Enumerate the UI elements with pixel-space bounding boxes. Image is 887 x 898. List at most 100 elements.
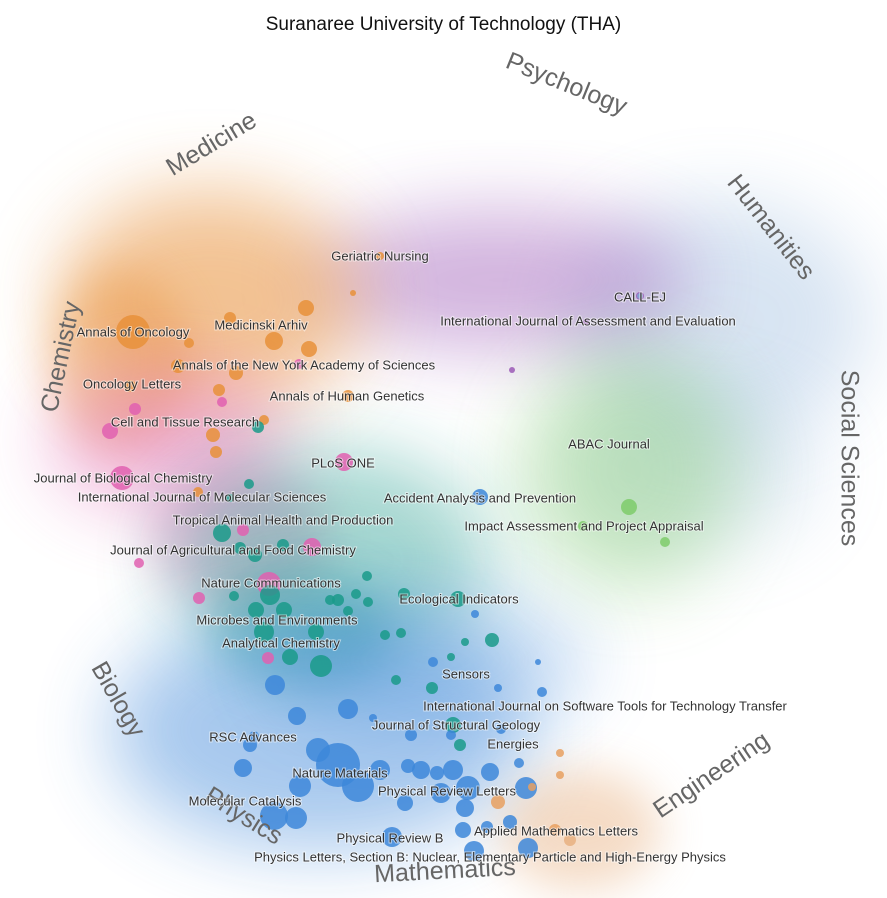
journal-bubble[interactable] bbox=[213, 384, 225, 396]
journal-label[interactable]: PLoS ONE bbox=[310, 454, 376, 471]
journal-bubble[interactable] bbox=[491, 795, 505, 809]
journal-bubble[interactable] bbox=[556, 771, 564, 779]
journal-label[interactable]: Physics Letters, Section B: Nuclear, Ele… bbox=[253, 848, 727, 865]
journal-label[interactable]: Annals of Human Genetics bbox=[269, 387, 426, 404]
journal-label[interactable]: Microbes and Environments bbox=[195, 611, 359, 628]
journal-bubble[interactable] bbox=[298, 300, 314, 316]
journal-bubble[interactable] bbox=[396, 628, 406, 638]
journal-bubble[interactable] bbox=[430, 766, 444, 780]
journal-bubble[interactable] bbox=[426, 682, 438, 694]
journal-label[interactable]: Nature Materials bbox=[291, 764, 389, 781]
journal-bubble[interactable] bbox=[226, 494, 234, 502]
journal-bubble[interactable] bbox=[294, 359, 304, 369]
journal-bubble[interactable] bbox=[509, 367, 515, 373]
journal-bubble[interactable] bbox=[450, 591, 466, 607]
journal-bubble[interactable] bbox=[244, 479, 254, 489]
journal-bubble[interactable] bbox=[217, 397, 227, 407]
journal-bubble[interactable] bbox=[578, 521, 588, 531]
journal-label[interactable]: Energies bbox=[486, 735, 540, 752]
journal-bubble[interactable] bbox=[564, 834, 576, 846]
journal-bubble[interactable] bbox=[431, 783, 451, 803]
journal-label[interactable]: Cell and Tissue Research bbox=[110, 413, 260, 430]
journal-bubble[interactable] bbox=[260, 802, 288, 830]
journal-label[interactable]: Analytical Chemistry bbox=[221, 634, 341, 651]
journal-label[interactable]: Medicinski Arhiv bbox=[213, 316, 309, 333]
journal-bubble[interactable] bbox=[193, 487, 203, 497]
journal-bubble[interactable] bbox=[102, 423, 118, 439]
journal-label[interactable]: Geriatric Nursing bbox=[330, 247, 430, 264]
journal-bubble[interactable] bbox=[301, 341, 317, 357]
journal-bubble[interactable] bbox=[265, 332, 283, 350]
journal-bubble[interactable] bbox=[210, 446, 222, 458]
journal-label[interactable]: Ecological Indicators bbox=[398, 590, 520, 607]
journal-bubble[interactable] bbox=[243, 738, 257, 752]
journal-bubble[interactable] bbox=[229, 366, 243, 380]
journal-bubble[interactable] bbox=[254, 622, 274, 642]
journal-bubble[interactable] bbox=[464, 841, 484, 861]
journal-bubble[interactable] bbox=[369, 714, 377, 722]
journal-bubble[interactable] bbox=[351, 589, 361, 599]
journal-bubble[interactable] bbox=[262, 652, 274, 664]
journal-bubble[interactable] bbox=[288, 707, 306, 725]
journal-label[interactable]: RSC Advances bbox=[208, 728, 298, 745]
journal-bubble[interactable] bbox=[494, 684, 502, 692]
journal-bubble[interactable] bbox=[621, 499, 637, 515]
journal-bubble[interactable] bbox=[332, 594, 344, 606]
journal-label[interactable]: Journal of Biological Chemistry bbox=[33, 469, 214, 486]
journal-bubble[interactable] bbox=[405, 729, 417, 741]
journal-bubble[interactable] bbox=[342, 770, 374, 802]
journal-bubble[interactable] bbox=[310, 655, 332, 677]
journal-bubble[interactable] bbox=[398, 588, 410, 600]
journal-bubble[interactable] bbox=[184, 338, 194, 348]
journal-bubble[interactable] bbox=[206, 428, 220, 442]
journal-bubble[interactable] bbox=[445, 717, 461, 733]
journal-bubble[interactable] bbox=[338, 699, 358, 719]
journal-bubble[interactable] bbox=[485, 633, 499, 647]
journal-bubble[interactable] bbox=[447, 653, 455, 661]
journal-label[interactable]: Accident Analysis and Prevention bbox=[383, 489, 577, 506]
journal-label[interactable]: Tropical Animal Health and Production bbox=[172, 511, 395, 528]
journal-bubble[interactable] bbox=[213, 524, 231, 542]
journal-bubble[interactable] bbox=[234, 759, 252, 777]
journal-bubble[interactable] bbox=[276, 602, 292, 618]
journal-bubble[interactable] bbox=[335, 453, 353, 471]
journal-label[interactable]: Applied Mathematics Letters bbox=[473, 822, 640, 839]
journal-bubble[interactable] bbox=[249, 731, 259, 741]
journal-bubble[interactable] bbox=[481, 821, 493, 833]
journal-bubble[interactable] bbox=[260, 585, 280, 605]
journal-bubble[interactable] bbox=[350, 290, 356, 296]
journal-bubble[interactable] bbox=[514, 758, 524, 768]
journal-bubble[interactable] bbox=[518, 838, 538, 858]
journal-label[interactable]: Annals of the New York Academy of Scienc… bbox=[172, 356, 437, 373]
journal-bubble[interactable] bbox=[306, 738, 330, 762]
journal-bubble[interactable] bbox=[134, 558, 144, 568]
journal-bubble[interactable] bbox=[308, 624, 324, 640]
journal-bubble[interactable] bbox=[481, 763, 499, 781]
journal-bubble[interactable] bbox=[454, 739, 466, 751]
journal-label[interactable]: Sensors bbox=[441, 665, 491, 682]
journal-bubble[interactable] bbox=[455, 822, 471, 838]
journal-bubble[interactable] bbox=[471, 610, 479, 618]
journal-bubble[interactable] bbox=[397, 795, 413, 811]
journal-bubble[interactable] bbox=[428, 657, 438, 667]
journal-bubble[interactable] bbox=[370, 760, 390, 780]
journal-bubble[interactable] bbox=[282, 649, 298, 665]
journal-label[interactable]: International Journal of Molecular Scien… bbox=[77, 488, 328, 505]
journal-bubble[interactable] bbox=[380, 630, 390, 640]
journal-bubble[interactable] bbox=[660, 537, 670, 547]
journal-label[interactable]: Journal of Structural Geology bbox=[371, 716, 542, 733]
journal-bubble[interactable] bbox=[362, 571, 372, 581]
journal-label[interactable]: International Journal on Software Tools … bbox=[422, 697, 788, 714]
journal-bubble[interactable] bbox=[391, 675, 401, 685]
journal-bubble[interactable] bbox=[325, 595, 335, 605]
journal-label[interactable]: International Journal of Assessment and … bbox=[439, 312, 737, 329]
journal-bubble[interactable] bbox=[342, 390, 354, 402]
journal-label[interactable]: Annals of Oncology bbox=[76, 323, 191, 340]
journal-bubble[interactable] bbox=[229, 591, 239, 601]
journal-bubble[interactable] bbox=[401, 759, 415, 773]
journal-bubble[interactable] bbox=[285, 807, 307, 829]
journal-bubble[interactable] bbox=[234, 542, 246, 554]
journal-bubble[interactable] bbox=[193, 592, 205, 604]
journal-bubble[interactable] bbox=[110, 466, 134, 490]
journal-label[interactable]: Physical Review Letters bbox=[377, 782, 517, 799]
